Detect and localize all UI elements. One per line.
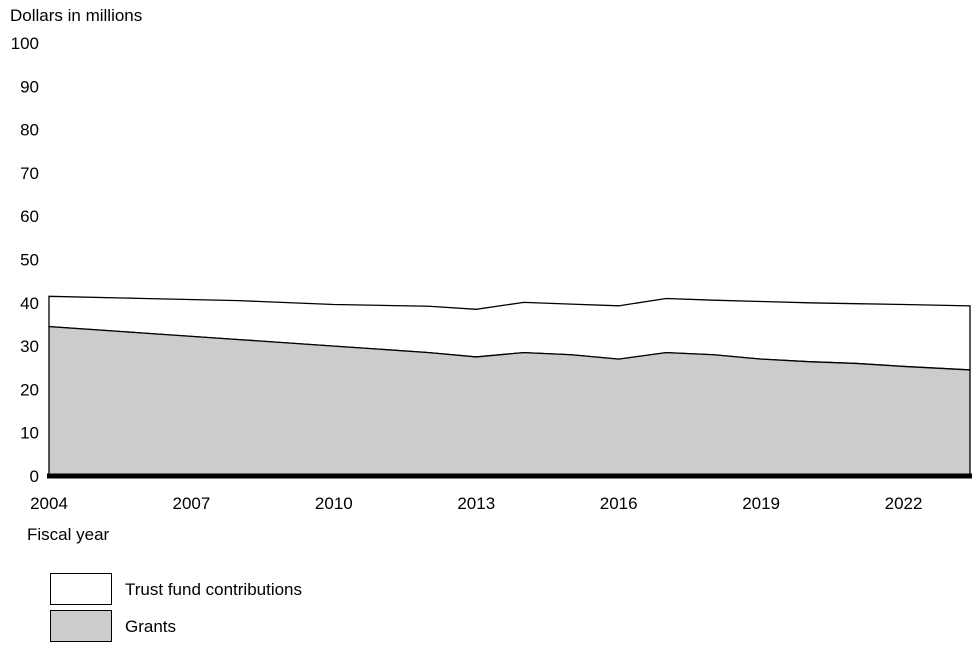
- area-grants: [48, 325, 971, 477]
- y-axis-label: Dollars in millions: [10, 6, 143, 25]
- y-tick-label: 30: [20, 337, 39, 356]
- x-tick-label: 2010: [315, 494, 353, 513]
- x-tick-label: 2019: [742, 494, 780, 513]
- plot-area: [47, 295, 972, 479]
- y-tick-labels: 0 10 20 30 40 50 60 70 80 90 100: [11, 34, 39, 486]
- x-tick-label: 2004: [30, 494, 68, 513]
- y-tick-label: 10: [20, 424, 39, 443]
- legend-label-trust-fund: Trust fund contributions: [125, 580, 303, 599]
- y-tick-label: 20: [20, 380, 39, 399]
- legend-swatch-trust-fund: [50, 573, 112, 605]
- x-tick-label: 2022: [885, 494, 923, 513]
- x-tick-label: 2013: [457, 494, 495, 513]
- y-tick-label: 100: [11, 34, 39, 53]
- legend-swatch-grants: [50, 610, 112, 642]
- y-tick-label: 70: [20, 164, 39, 183]
- x-tick-label: 2016: [600, 494, 638, 513]
- x-tick-label: 2007: [173, 494, 211, 513]
- y-tick-label: 0: [30, 467, 39, 486]
- y-tick-label: 90: [20, 77, 39, 96]
- x-axis-label: Fiscal year: [27, 525, 110, 544]
- y-tick-label: 60: [20, 207, 39, 226]
- legend-label-grants: Grants: [125, 617, 177, 636]
- x-tick-labels: 2004 2007 2010 2013 2016 2019 2022: [30, 494, 922, 513]
- y-tick-label: 40: [20, 294, 39, 313]
- y-tick-label: 80: [20, 121, 39, 140]
- y-tick-label: 50: [20, 251, 39, 270]
